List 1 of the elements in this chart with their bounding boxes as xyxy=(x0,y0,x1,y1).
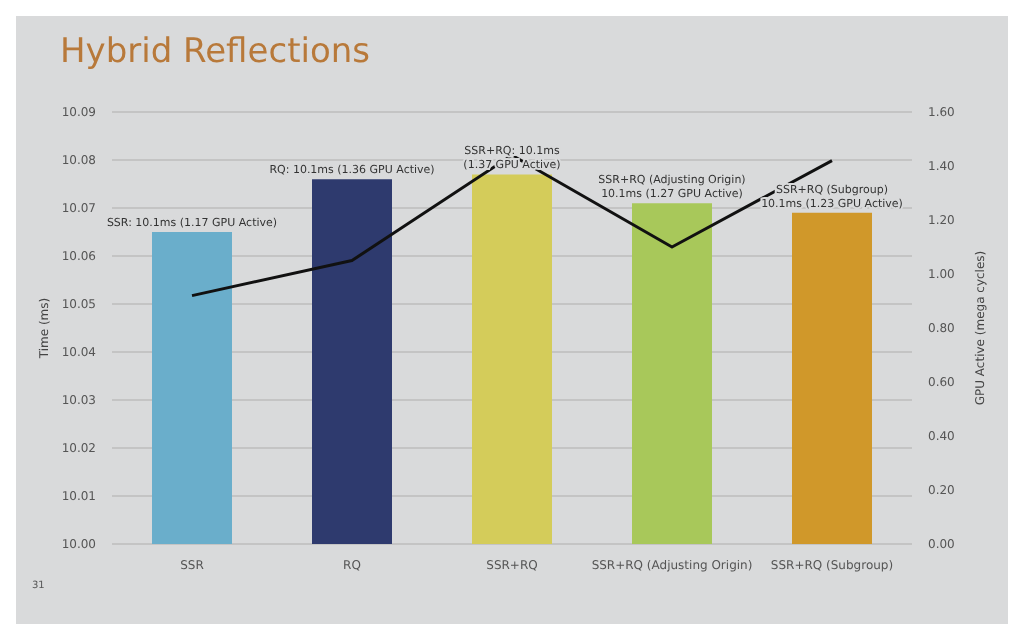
chart-title: Hybrid Reflections xyxy=(60,32,370,72)
